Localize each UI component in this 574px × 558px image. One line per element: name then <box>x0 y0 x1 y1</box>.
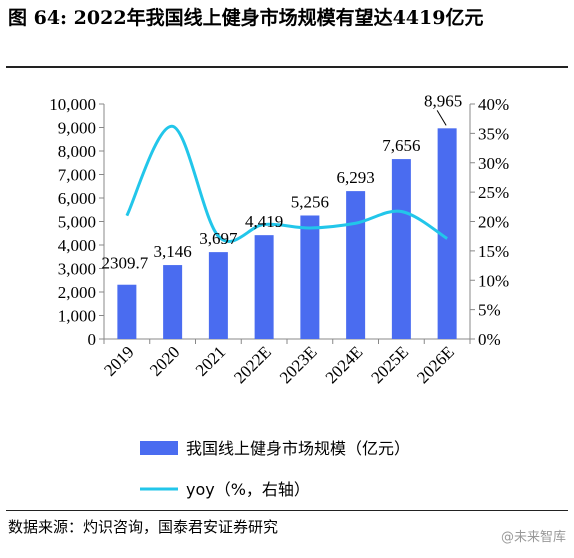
legend-label-bar: 我国线上健身市场规模（亿元） <box>186 439 410 458</box>
bar-series <box>117 128 457 339</box>
legend: 我国线上健身市场规模（亿元） yoy（%，右轴） <box>140 439 410 499</box>
x-tick-label: 2026E <box>413 342 458 387</box>
y-right-tick-label: 40% <box>478 95 509 114</box>
y-left-tick-label: 9,000 <box>58 119 96 138</box>
bar <box>300 215 320 339</box>
y-right-tick-label: 30% <box>478 154 509 173</box>
legend-label-line: yoy（%，右轴） <box>186 480 310 499</box>
bar-data-label: 3,697 <box>199 229 238 248</box>
bar <box>437 128 457 339</box>
y-left-tick-label: 0 <box>88 330 97 349</box>
y-left-tick-label: 6,000 <box>58 189 96 208</box>
y-left-tick-label: 10,000 <box>49 95 96 114</box>
bottom-rule <box>6 510 568 511</box>
bar <box>208 252 228 339</box>
bar-data-label: 5,256 <box>291 192 329 211</box>
x-tick-label: 2025E <box>367 342 412 387</box>
y-right-tick-label: 20% <box>478 213 509 232</box>
y-left-tick-label: 5,000 <box>58 213 96 232</box>
bar-data-label: 3,146 <box>154 242 192 261</box>
x-tick-label: 2023E <box>276 342 321 387</box>
y-left-tick-label: 7,000 <box>58 166 96 185</box>
bar-data-label: 8,965 <box>424 91 462 110</box>
x-tick-label: 2024E <box>322 342 367 387</box>
bar <box>254 235 274 339</box>
bar-data-label: 6,293 <box>337 168 375 187</box>
x-tick-label: 2022E <box>230 342 275 387</box>
top-rule <box>6 66 568 68</box>
label-leader-line <box>436 110 447 126</box>
bar-data-label: 2309.7 <box>102 254 149 273</box>
source-note: 数据来源：灼识咨询，国泰君安证券研究 <box>8 518 279 536</box>
y-left-tick-label: 8,000 <box>58 142 96 161</box>
y-right-tick-label: 10% <box>478 271 509 290</box>
watermark: @未来智库 <box>500 530 566 545</box>
bar <box>391 159 411 339</box>
y-right-tick-label: 5% <box>478 301 501 320</box>
y-right-tick-label: 0% <box>478 330 501 349</box>
x-tick-label: 2019 <box>100 342 137 379</box>
bar <box>117 284 137 339</box>
legend-swatch-bar <box>140 441 178 455</box>
bar <box>163 265 183 339</box>
y-left-tick-label: 3,000 <box>58 260 96 279</box>
y-right-tick-label: 35% <box>478 124 509 143</box>
y-right-tick-label: 25% <box>478 183 509 202</box>
x-tick-label: 2021 <box>192 342 229 379</box>
y-left-tick-label: 1,000 <box>58 307 96 326</box>
y-right-tick-label: 15% <box>478 242 509 261</box>
y-left-tick-label: 2,000 <box>58 283 96 302</box>
y-left-tick-label: 4,000 <box>58 236 96 255</box>
bar-data-label: 7,656 <box>382 136 420 155</box>
x-tick-label: 2020 <box>146 342 183 379</box>
chart: 0 1,000 2,000 3,000 4,000 5,000 6,000 7,000 8,00… <box>49 91 509 499</box>
bar-data-label: 4,419 <box>245 212 283 231</box>
figure-title: 图 64: 2022年我国线上健身市场规模有望达4419亿元 <box>8 7 484 29</box>
bar <box>346 191 366 339</box>
data-labels: 2309.7 3,146 3,697 4,419 5,256 6,293 7,656 8,96… <box>102 91 463 272</box>
line-series <box>125 124 448 243</box>
